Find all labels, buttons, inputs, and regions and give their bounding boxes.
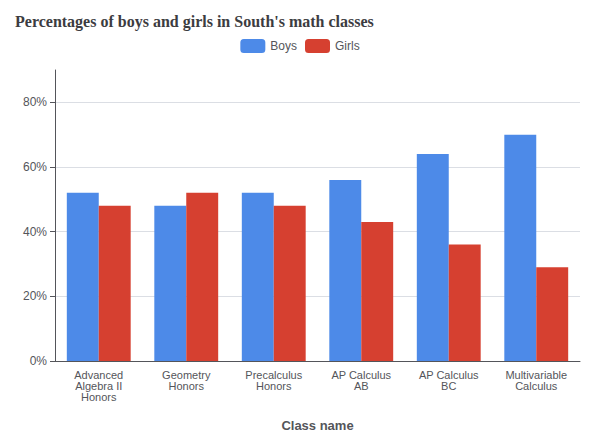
svg-text:60%: 60% [23, 160, 47, 174]
svg-text:Honors: Honors [81, 391, 117, 403]
svg-text:20%: 20% [23, 289, 47, 303]
svg-text:AP Calculus: AP Calculus [418, 368, 479, 381]
svg-text:0%: 0% [30, 354, 48, 368]
svg-text:AB: AB [354, 380, 369, 392]
svg-text:40%: 40% [23, 225, 47, 239]
svg-text:Calculus: Calculus [515, 380, 558, 392]
svg-text:Girls: Girls [335, 39, 360, 53]
svg-text:Algebra II: Algebra II [75, 379, 123, 392]
svg-text:Percentages of boys and girls: Percentages of boys and girls in South's… [15, 13, 374, 31]
svg-text:Advanced: Advanced [74, 368, 124, 381]
svg-text:BC: BC [441, 380, 456, 392]
svg-text:Honors: Honors [169, 380, 205, 392]
svg-text:Geometry: Geometry [162, 368, 211, 381]
svg-text:Multivariable: Multivariable [505, 368, 568, 381]
svg-text:Honors: Honors [256, 380, 292, 392]
svg-text:Boys: Boys [270, 39, 297, 53]
svg-text:AP Calculus: AP Calculus [331, 368, 392, 381]
svg-text:Class name: Class name [281, 418, 353, 433]
svg-text:Precalculus: Precalculus [245, 368, 303, 381]
svg-text:80%: 80% [23, 95, 47, 109]
